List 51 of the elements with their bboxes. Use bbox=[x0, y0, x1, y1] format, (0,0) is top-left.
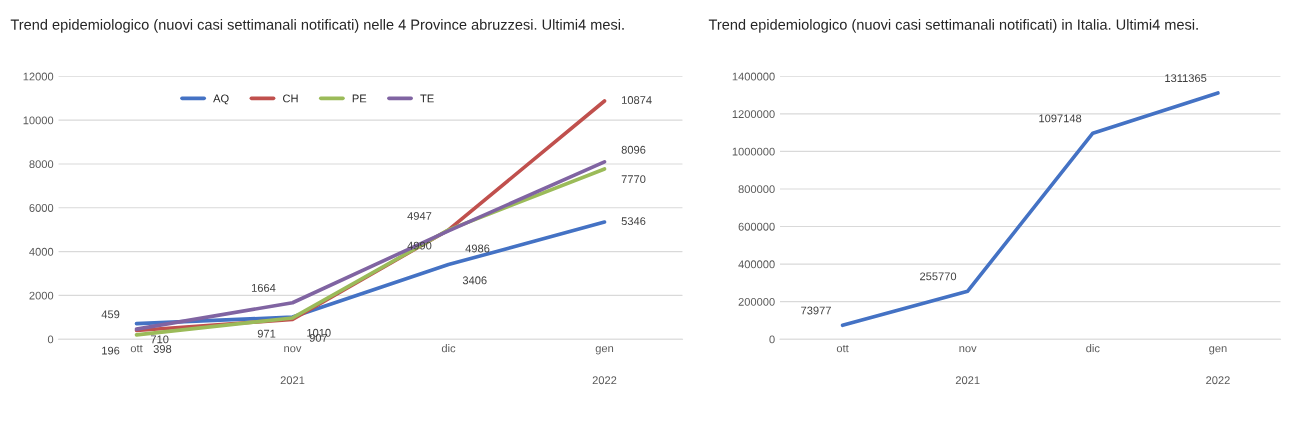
x-tick-label: dic bbox=[441, 344, 456, 353]
legend-label: CH bbox=[283, 94, 298, 103]
text: 2021 bbox=[280, 376, 305, 385]
y-tick-label: 1000000 bbox=[732, 147, 775, 156]
data-label: 398 bbox=[153, 345, 172, 353]
text: 2022 bbox=[1206, 376, 1230, 385]
x-tick-label: ott bbox=[836, 344, 849, 353]
text: 2021 bbox=[955, 376, 980, 385]
data-label: 255770 bbox=[920, 272, 957, 281]
data-label: 4947 bbox=[407, 212, 432, 220]
data-label: 1097148 bbox=[1039, 114, 1082, 123]
x-tick-label: dic bbox=[1086, 344, 1100, 353]
data-label: 4986 bbox=[465, 244, 490, 253]
text: 2022 bbox=[592, 376, 617, 385]
data-label: 1311365 bbox=[1165, 74, 1207, 83]
y-tick-label: 4000 bbox=[29, 247, 54, 256]
y-tick-label: 400000 bbox=[738, 260, 775, 269]
y-tick-label: 0 bbox=[769, 335, 775, 344]
data-label: 1664 bbox=[251, 283, 276, 292]
data-label: 10874 bbox=[622, 96, 652, 104]
data-label: 8096 bbox=[621, 145, 646, 154]
x-tick-label: nov bbox=[284, 346, 302, 353]
data-label: 971 bbox=[257, 329, 276, 338]
chart-title: Trend epidemiologico (nuovi casi settimanali notificati) in Italia. Ultimi4 mesi. bbox=[708, 19, 1198, 33]
x-tick-label: nov bbox=[959, 346, 977, 353]
data-label: 459 bbox=[101, 310, 120, 319]
data-label: 73977 bbox=[801, 306, 831, 315]
legend-label: TE bbox=[420, 94, 434, 103]
y-tick-label: 2000 bbox=[29, 291, 54, 300]
y-tick-label: 10000 bbox=[23, 116, 54, 125]
y-tick-label: 600000 bbox=[738, 222, 775, 231]
y-tick-label: 200000 bbox=[738, 297, 775, 306]
y-tick-label: 1200000 bbox=[732, 110, 775, 119]
data-label: 5346 bbox=[621, 217, 646, 226]
y-tick-label: 6000 bbox=[29, 204, 54, 212]
x-tick-label: gen bbox=[595, 346, 614, 355]
x-tick-label: gen bbox=[1209, 346, 1227, 355]
y-tick-label: 1400000 bbox=[732, 72, 775, 81]
y-tick-label: 800000 bbox=[738, 185, 775, 194]
chart-title: Trend epidemiologico (nuovi casi settimanali notificati) nelle 4 Province abruzzesi. Ultimi4 mesi. bbox=[10, 19, 624, 33]
y-tick-label: 8000 bbox=[29, 160, 54, 169]
data-label: 710 bbox=[150, 335, 169, 344]
data-label: 7770 bbox=[621, 175, 646, 184]
y-tick-label: 0 bbox=[47, 335, 54, 344]
data-label: 3406 bbox=[462, 276, 487, 285]
data-label: 4990 bbox=[407, 241, 432, 250]
data-label: 196 bbox=[102, 346, 120, 355]
y-tick-label: 12000 bbox=[23, 72, 54, 81]
legend-label: PE bbox=[352, 94, 367, 103]
legend-label: AQ bbox=[213, 94, 229, 105]
x-tick-label: ott bbox=[130, 344, 143, 353]
